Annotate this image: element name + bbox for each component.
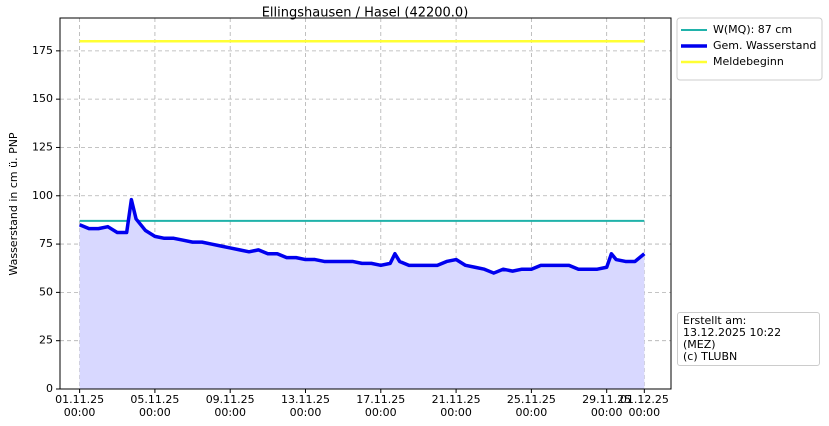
legend-label: Gem. Wasserstand bbox=[713, 39, 816, 52]
y-tick-label: 150 bbox=[32, 92, 53, 105]
y-tick-label: 125 bbox=[32, 140, 53, 153]
y-tick-label: 100 bbox=[32, 189, 53, 202]
x-tick-label: 29.11.25 00:00 bbox=[582, 393, 632, 419]
legend-label: Meldebeginn bbox=[713, 55, 784, 68]
x-tick-label: 25.11.25 00:00 bbox=[506, 393, 556, 419]
y-tick-label: 75 bbox=[39, 237, 53, 250]
x-tick-label: 17.11.25 00:00 bbox=[356, 393, 406, 419]
x-tick-label: 09.11.25 00:00 bbox=[205, 393, 255, 419]
annotation: Erstellt am: 13.12.2025 10:22 (MEZ) (c) … bbox=[677, 312, 820, 366]
y-axis-label: Wasserstand in cm ü. PNP bbox=[7, 132, 20, 276]
y-tick-label: 175 bbox=[32, 44, 53, 57]
area bbox=[79, 199, 645, 389]
line bbox=[78, 197, 646, 275]
y-tick-label: 50 bbox=[39, 285, 53, 298]
x-tick-label: 13.11.25 00:00 bbox=[280, 393, 330, 419]
legend-box bbox=[676, 17, 823, 81]
chart-title: Ellingshausen / Hasel (42200.0) bbox=[262, 6, 469, 21]
x-tick-label: 01.12.25 00:00 bbox=[619, 393, 669, 419]
x-tick-label: 01.11.25 00:00 bbox=[55, 393, 105, 419]
x-tick-label: 21.11.25 00:00 bbox=[431, 393, 481, 419]
y-tick-label: 0 bbox=[46, 382, 53, 395]
y-tick-label: 25 bbox=[39, 334, 53, 347]
plot-frame bbox=[59, 17, 672, 390]
legend-label: W(MQ): 87 cm bbox=[713, 23, 792, 36]
x-tick-label: 05.11.25 00:00 bbox=[130, 393, 180, 419]
